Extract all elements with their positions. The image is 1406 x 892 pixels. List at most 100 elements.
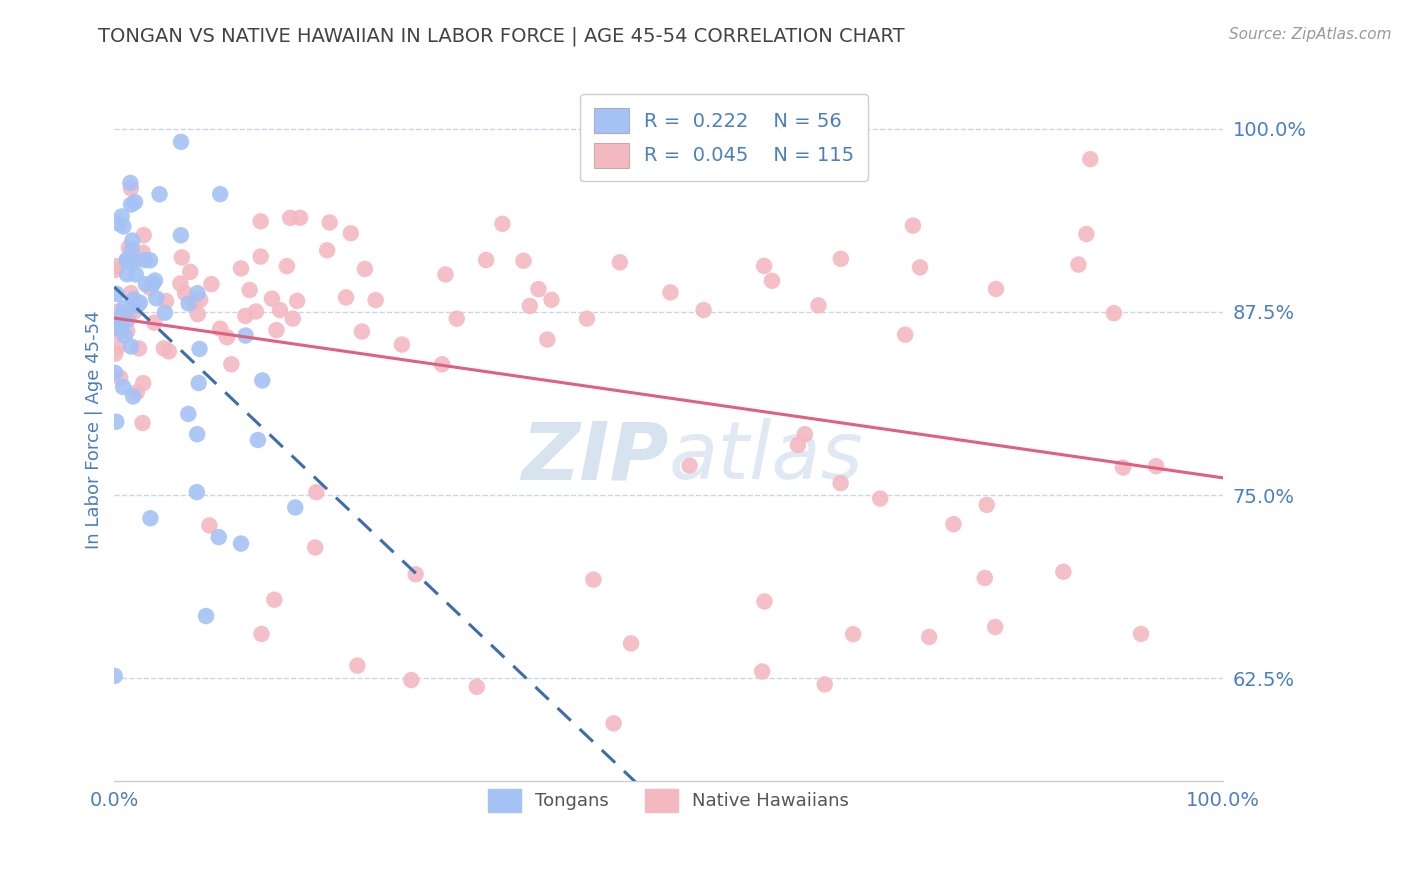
Point	[249, 250, 271, 264]
Point	[115, 267, 138, 281]
Point	[107, 340, 129, 354]
Point	[1112, 460, 1135, 475]
Point	[186, 286, 208, 301]
Point	[901, 219, 924, 233]
Point	[186, 427, 208, 442]
Point	[121, 244, 143, 258]
Point	[110, 310, 132, 324]
Point	[115, 324, 138, 338]
Point	[143, 274, 166, 288]
Point	[187, 307, 209, 321]
Point	[512, 253, 534, 268]
Text: TONGAN VS NATIVE HAWAIIAN IN LABOR FORCE | AGE 45-54 CORRELATION CHART: TONGAN VS NATIVE HAWAIIAN IN LABOR FORCE…	[98, 27, 905, 46]
Point	[354, 262, 377, 277]
Point	[233, 309, 256, 323]
Point	[575, 311, 598, 326]
Point	[107, 317, 129, 331]
Point	[117, 312, 139, 326]
Point	[104, 669, 127, 683]
Point	[288, 211, 311, 225]
Point	[174, 286, 197, 301]
Point	[132, 245, 155, 260]
Point	[153, 341, 176, 355]
Point	[869, 491, 891, 506]
Point	[830, 252, 852, 266]
Point	[842, 627, 865, 641]
Point	[105, 260, 128, 274]
Point	[346, 658, 368, 673]
Point	[221, 357, 243, 371]
Point	[235, 328, 257, 343]
Point	[188, 342, 211, 356]
Point	[284, 500, 307, 515]
Point	[304, 541, 326, 555]
Point	[1067, 258, 1090, 272]
Point	[209, 187, 232, 202]
Point	[122, 255, 145, 269]
Point	[177, 296, 200, 310]
Point	[200, 277, 222, 292]
Point	[120, 303, 142, 318]
Point	[246, 433, 269, 447]
Point	[582, 573, 605, 587]
Point	[434, 268, 457, 282]
Point	[678, 458, 700, 473]
Point	[540, 293, 562, 307]
Point	[122, 389, 145, 403]
Point	[110, 320, 132, 334]
Point	[139, 253, 162, 268]
Point	[183, 295, 205, 310]
Point	[1052, 565, 1074, 579]
Point	[984, 620, 1007, 634]
Point	[519, 299, 541, 313]
Point	[318, 215, 340, 229]
Point	[187, 376, 209, 390]
Point	[793, 427, 815, 442]
Point	[127, 297, 149, 311]
Point	[263, 592, 285, 607]
Point	[170, 228, 193, 243]
Point	[976, 498, 998, 512]
Point	[391, 337, 413, 351]
Point	[814, 677, 837, 691]
Point	[107, 216, 129, 230]
Point	[104, 263, 127, 277]
Point	[170, 251, 193, 265]
Point	[252, 374, 274, 388]
Point	[122, 305, 145, 319]
Point	[405, 567, 427, 582]
Point	[142, 277, 165, 291]
Point	[117, 252, 139, 267]
Point	[118, 241, 141, 255]
Point	[446, 311, 468, 326]
Point	[475, 253, 498, 268]
Point	[465, 680, 488, 694]
Point	[179, 265, 201, 279]
Point	[198, 518, 221, 533]
Point	[155, 294, 177, 309]
Point	[249, 214, 271, 228]
Point	[908, 260, 931, 275]
Point	[112, 301, 135, 315]
Point	[120, 286, 142, 301]
Point	[169, 277, 191, 291]
Point	[120, 181, 142, 195]
Point	[125, 268, 148, 282]
Point	[364, 293, 387, 307]
Point	[188, 293, 211, 307]
Point	[491, 217, 513, 231]
Point	[527, 282, 550, 296]
Point	[229, 536, 252, 550]
Point	[115, 252, 138, 267]
Point	[609, 255, 631, 269]
Point	[128, 342, 150, 356]
Point	[973, 571, 995, 585]
Point	[120, 339, 142, 353]
Point	[350, 325, 373, 339]
Point	[104, 366, 127, 380]
Point	[105, 321, 128, 335]
Point	[107, 325, 129, 339]
Point	[131, 416, 153, 430]
Point	[245, 304, 267, 318]
Point	[112, 219, 135, 234]
